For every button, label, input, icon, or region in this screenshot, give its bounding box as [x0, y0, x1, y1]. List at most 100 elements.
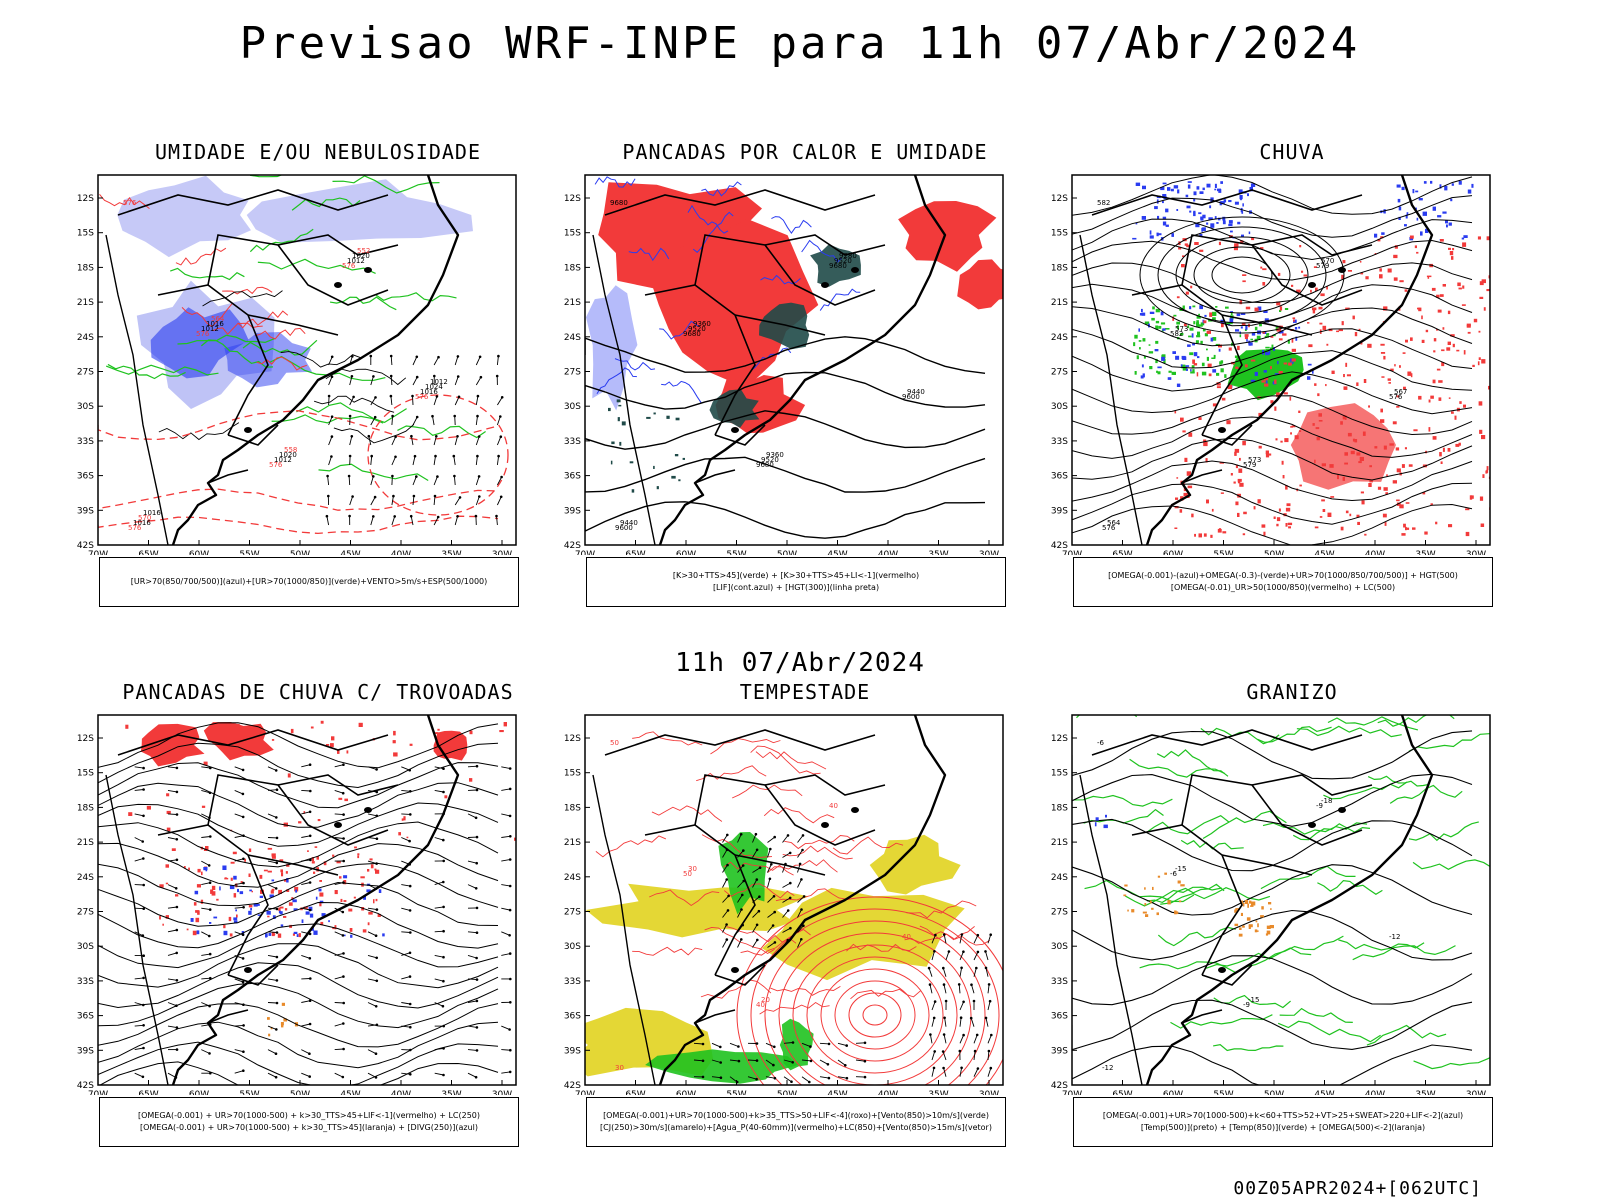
contour-value-label: 564: [211, 315, 225, 323]
lon-tick-label: 70W: [1062, 1090, 1082, 1095]
lon-tick-label: 55W: [1213, 550, 1233, 555]
lon-tick-label: 70W: [1062, 550, 1082, 555]
panel-title: TEMPESTADE: [739, 680, 871, 704]
contour-value-label: 40: [829, 802, 838, 810]
lon-tick-label: 50W: [777, 1090, 797, 1095]
lat-tick-label: 18S: [1051, 263, 1068, 273]
legend-box: [OMEGA(-0.001) + UR>70(1000-500) + k>30_…: [99, 1097, 519, 1147]
lat-tick-label: 30S: [564, 402, 581, 412]
lon-tick-label: 35W: [441, 550, 461, 555]
contour-value-label: 9680: [610, 199, 628, 207]
lat-tick-label: 30S: [564, 942, 581, 952]
lat-tick-label: 33S: [1051, 437, 1068, 447]
map-plot: -6 -6 -9 -9 -12 -12 -15 -15 -18 12S 15S 18S 21S 24S 27…: [1051, 714, 1491, 1095]
legend-box: [OMEGA(-0.001)+UR>70(1000-500)+k>35_TTS>…: [586, 1097, 1006, 1147]
lat-tick-label: 27S: [564, 908, 581, 918]
contour-value-label: 1016: [133, 519, 151, 527]
lon-tick-label: 65W: [1112, 550, 1132, 555]
lat-tick-label: 18S: [564, 803, 581, 813]
lat-tick-label: 15S: [77, 229, 94, 239]
map-frame: [584, 714, 1004, 1086]
contour-value-label: 9600: [902, 393, 920, 401]
lat-tick-label: 12S: [77, 734, 94, 744]
lon-tick-label: 70W: [575, 1090, 595, 1095]
main-title: Previsao WRF-INPE para 11h 07/Abr/2024: [239, 18, 1361, 69]
contour-value-label: 50: [610, 739, 619, 747]
lon-tick-label: 50W: [290, 1090, 310, 1095]
contour-value-label: 576: [269, 461, 283, 469]
lon-tick-label: 45W: [340, 1090, 360, 1095]
lat-tick-label: 15S: [564, 229, 581, 239]
lat-tick-label: 15S: [1051, 229, 1068, 239]
contour-value-label: -12: [1102, 1064, 1113, 1072]
lat-tick-label: 33S: [77, 437, 94, 447]
contour-value-label: -12: [1389, 933, 1400, 941]
map-frame: [584, 174, 1004, 546]
contour-value-label: 576: [415, 393, 429, 401]
lat-tick-label: 42S: [564, 1081, 581, 1091]
legend-line: [LIF](cont.azul) + [HGT(300)](linha pret…: [712, 583, 880, 592]
contour-value-label: 1016: [420, 388, 438, 396]
map-panel-chuva: CHUVA 582 582 579 579 576 576 573 573 570 567 564 12…: [1024, 140, 1524, 630]
lat-tick-label: 12S: [77, 194, 94, 204]
lat-tick-label: 39S: [564, 506, 581, 516]
legend-box: [K>30+TTS>45](verde) + [K>30+TTS>45+LI<-…: [586, 557, 1006, 607]
contour-value-label: 576: [123, 199, 137, 207]
lat-tick-label: 24S: [564, 873, 581, 883]
panel-title: CHUVA: [1259, 140, 1325, 164]
lon-tick-label: 45W: [1314, 550, 1334, 555]
contour-value-label: 9680: [683, 330, 701, 338]
contour-value-label: 9520: [761, 456, 779, 464]
contour-value-label: 40: [756, 1001, 765, 1009]
legend-line: [OMEGA(-0.01)_UR>50(1000/850)(vermelho) …: [1170, 583, 1396, 592]
map-panel-umidade: UMIDADE E/OU NEBULOSIDADE 576 576 576 576 576…: [50, 140, 550, 630]
lon-tick-label: 55W: [1213, 1090, 1233, 1095]
contour-value-label: 9520: [688, 325, 706, 333]
contour-value-label: 9680: [756, 461, 774, 469]
lat-tick-label: 39S: [1051, 1046, 1068, 1056]
lat-tick-label: 12S: [564, 194, 581, 204]
lat-tick-label: 30S: [1051, 402, 1068, 412]
lon-tick-label: 65W: [625, 1090, 645, 1095]
contour-value-label: -18: [1321, 797, 1332, 805]
lat-tick-label: 12S: [1051, 194, 1068, 204]
panel-title: PANCADAS DE CHUVA C/ TROVOADAS: [122, 680, 514, 704]
contour-value-label: 552: [357, 247, 370, 255]
contour-value-label: 50: [683, 870, 692, 878]
contour-value-label: 576: [342, 262, 356, 270]
lon-tick-label: 65W: [1112, 1090, 1132, 1095]
lon-tick-label: 70W: [88, 550, 108, 555]
lat-tick-label: 27S: [77, 368, 94, 378]
contour-value-label: 564: [1107, 519, 1121, 527]
lon-tick-label: 30W: [979, 1090, 999, 1095]
lat-tick-label: 27S: [1051, 368, 1068, 378]
lon-tick-label: 60W: [1163, 1090, 1183, 1095]
map-panel-granizo: GRANIZO -6 -6 -9 -9 -12 -12 -15 -15 -18 12S 15S 18S 2…: [1024, 680, 1524, 1170]
lat-tick-label: 15S: [564, 769, 581, 779]
lon-tick-label: 40W: [1365, 550, 1385, 555]
lat-tick-label: 24S: [1051, 873, 1068, 883]
legend-box: [OMEGA(-0.001)-(azul)+OMEGA(-0.3)-(verde…: [1073, 557, 1493, 607]
lon-tick-label: 55W: [239, 1090, 259, 1095]
contour-value-label: 9440: [907, 388, 925, 396]
contour-value-label: 9680: [829, 262, 847, 270]
contour-value-label: -6: [1097, 739, 1105, 747]
contour-value-label: 576: [1102, 524, 1116, 532]
panel-title: PANCADAS POR CALOR E UMIDADE: [622, 140, 988, 164]
contour-value-label: 9360: [693, 320, 711, 328]
contour-value-label: -9: [1316, 802, 1323, 810]
lat-tick-label: 18S: [77, 263, 94, 273]
lat-tick-label: 42S: [1051, 1081, 1068, 1091]
lon-tick-label: 30W: [1466, 550, 1486, 555]
lat-tick-label: 42S: [77, 1081, 94, 1091]
legend-line: [OMEGA(-0.001)+UR>70(1000-500)+k<60+TTS>…: [1102, 1111, 1464, 1120]
panel-title: GRANIZO: [1246, 680, 1338, 704]
contour-value-label: 1016: [143, 509, 161, 517]
lat-tick-label: 12S: [1051, 734, 1068, 744]
lat-tick-label: 39S: [77, 1046, 94, 1056]
map-frame: [1071, 174, 1491, 546]
lon-tick-label: 45W: [1314, 1090, 1334, 1095]
lon-tick-label: 45W: [827, 1090, 847, 1095]
contour-value-label: 576: [196, 330, 210, 338]
